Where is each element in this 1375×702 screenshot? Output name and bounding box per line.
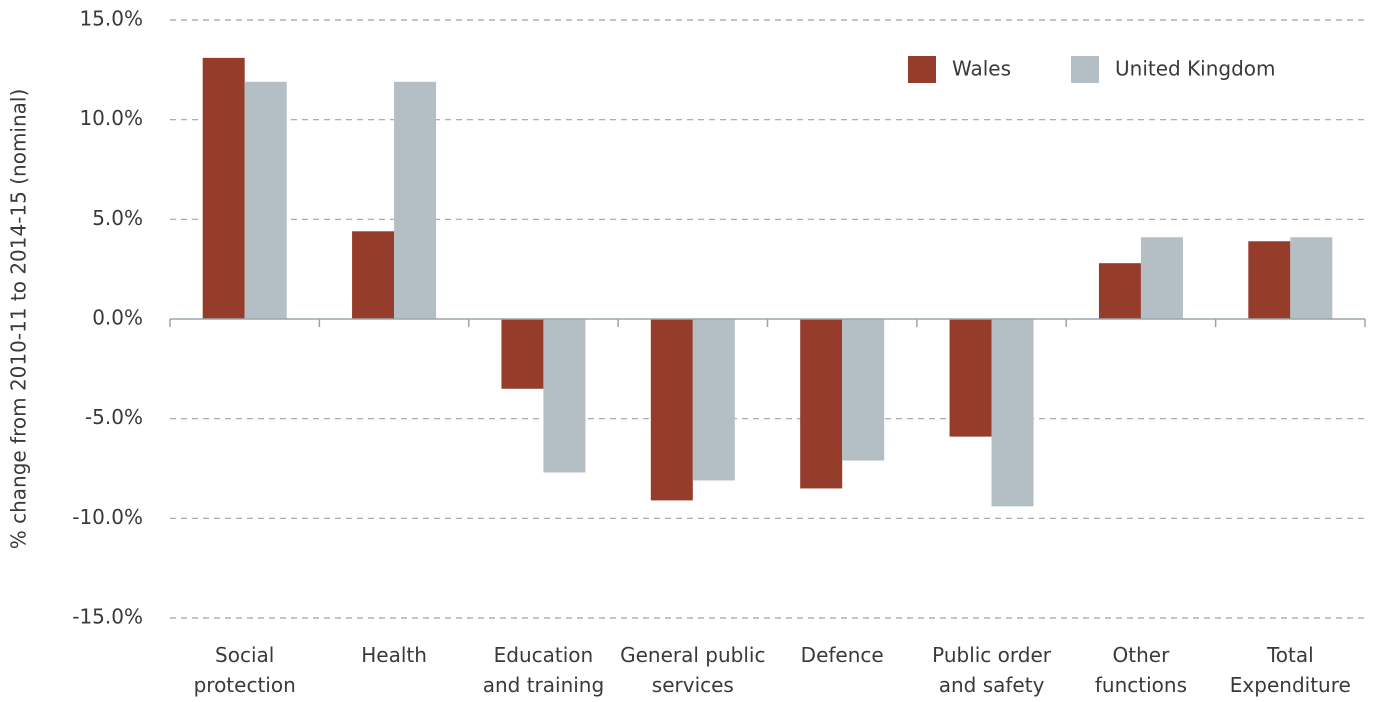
x-tick-label: Education and training <box>483 643 604 697</box>
y-tick-label: 0.0% <box>92 306 143 330</box>
x-tick-label-line: Health <box>361 643 427 667</box>
bar <box>991 319 1034 507</box>
x-tick-label-line: functions <box>1095 673 1187 697</box>
y-axis-label: % change from 2010-11 to 2014-15 (nomina… <box>7 89 31 550</box>
x-tick-label-line: and training <box>483 673 604 697</box>
bar <box>1290 237 1333 319</box>
bar <box>202 57 245 320</box>
x-tick-label-line: General public <box>620 643 765 667</box>
legend-label: Wales <box>952 57 1011 81</box>
bar <box>501 319 544 389</box>
bar <box>543 319 586 473</box>
x-tick-label-line: services <box>652 673 734 697</box>
bar <box>949 319 992 437</box>
x-tick-label: Public order and safety <box>932 643 1052 697</box>
y-tick-label: -15.0% <box>72 605 143 629</box>
x-tick-label-line: Defence <box>801 643 884 667</box>
legend-label: United Kingdom <box>1115 57 1276 81</box>
x-tick-label-line: Total <box>1266 643 1314 667</box>
bar <box>800 319 843 489</box>
bar <box>650 319 693 501</box>
x-tick-label-line: protection <box>194 673 296 697</box>
bar <box>1140 237 1183 319</box>
bar <box>692 319 735 481</box>
legend-swatch <box>908 56 936 83</box>
x-tick-label-line: and safety <box>939 673 1045 697</box>
bar <box>394 81 437 319</box>
x-tick-label-line: Education <box>494 643 594 667</box>
x-tick-label: Health <box>361 643 427 667</box>
x-tick-label-line: Social <box>215 643 274 667</box>
y-tick-label: 10.0% <box>79 106 143 130</box>
x-tick-label-line: Public order <box>932 643 1052 667</box>
x-tick-label: Other functions <box>1095 643 1187 697</box>
bar <box>244 81 287 319</box>
legend-swatch <box>1071 56 1099 83</box>
x-tick-label-line: Other <box>1113 643 1171 667</box>
x-tick-label: Social protection <box>194 643 296 697</box>
y-tick-label: -10.0% <box>72 505 143 529</box>
x-tick-label-line: Expenditure <box>1230 673 1351 697</box>
bar <box>352 231 395 319</box>
x-tick-label: General public services <box>620 643 765 697</box>
bar <box>1248 241 1291 319</box>
y-tick-label: 15.0% <box>79 7 143 31</box>
x-tick-label: Total Expenditure <box>1230 643 1351 697</box>
x-tick-label: Defence <box>801 643 884 667</box>
y-tick-label: 5.0% <box>92 206 143 230</box>
y-tick-label: -5.0% <box>85 405 143 429</box>
bar <box>1098 263 1141 319</box>
bar <box>842 319 885 461</box>
